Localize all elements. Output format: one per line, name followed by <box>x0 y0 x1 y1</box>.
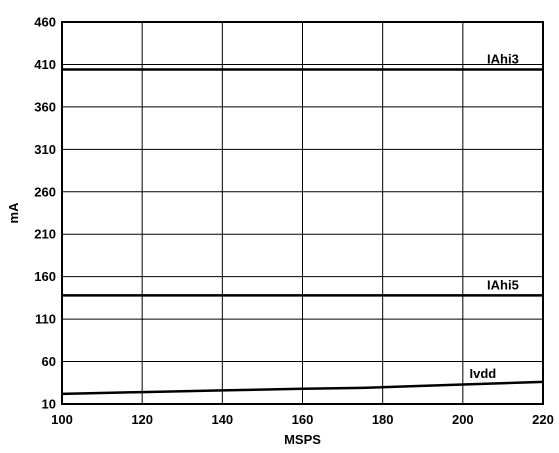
x-tick-label: 180 <box>372 412 394 427</box>
x-tick-label: 220 <box>532 412 554 427</box>
y-tick-label: 310 <box>34 142 56 157</box>
y-tick-label: 460 <box>34 15 56 30</box>
series-lines <box>61 68 544 396</box>
x-tick-label: 160 <box>292 412 314 427</box>
series-label-iahi5: IAhi5 <box>487 277 519 292</box>
x-tick-label: 200 <box>452 412 474 427</box>
y-tick-label: 360 <box>34 99 56 114</box>
series-labels: IAhi3 IAhi5 Ivdd <box>470 52 519 381</box>
x-tick-label: 140 <box>211 412 233 427</box>
tick-labels: 100 120 140 160 180 200 220 10 60 110 160 210 260 310… <box>34 15 554 428</box>
x-axis-label: MSPS <box>284 432 321 447</box>
grid <box>61 21 544 405</box>
series-label-iahi3: IAhi3 <box>487 52 519 67</box>
y-tick-label: 260 <box>34 184 56 199</box>
series-line-ivdd <box>61 380 544 396</box>
series-label-ivdd: Ivdd <box>470 366 497 381</box>
plot-frame <box>61 21 544 405</box>
y-tick-label: 410 <box>34 57 56 72</box>
x-tick-label: 120 <box>131 412 153 427</box>
y-tick-label: 110 <box>35 312 56 327</box>
x-tick-label: 100 <box>51 412 73 427</box>
y-tick-label: 60 <box>42 354 56 369</box>
y-tick-label: 10 <box>42 397 56 412</box>
y-tick-label: 160 <box>34 269 56 284</box>
y-axis-label: mA <box>6 202 21 224</box>
y-tick-label: 210 <box>34 227 56 242</box>
